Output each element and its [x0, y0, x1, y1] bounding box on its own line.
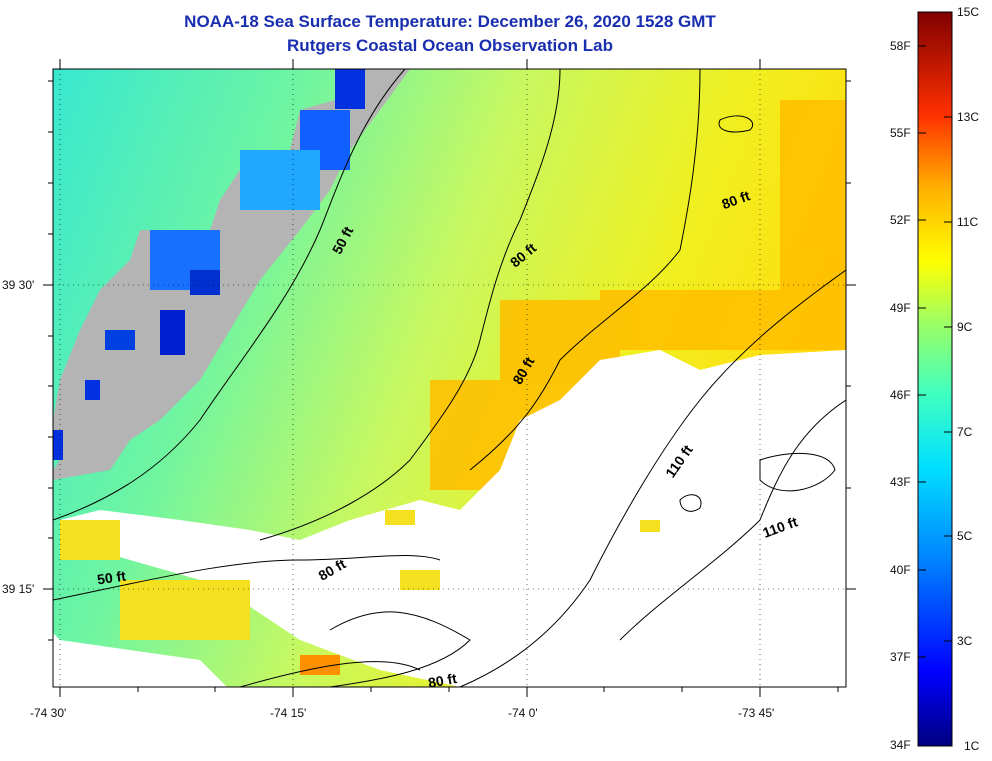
colorbar-f-label: 52F [890, 213, 911, 227]
colorbar-f-label: 49F [890, 301, 911, 315]
lon-tick-label: -73 45' [738, 706, 775, 720]
colorbar-c-label: 1C [964, 739, 980, 753]
colorbar-f-label: 34F [890, 738, 911, 752]
axis-ticks [43, 59, 856, 697]
lat-tick-label: 39 30' [2, 278, 35, 292]
lon-tick-label: -74 30' [30, 706, 67, 720]
colorbar-f-label: 58F [890, 39, 911, 53]
scattered-pixels [60, 510, 660, 640]
cold-coastal-water [53, 69, 365, 460]
colorbar-f-label: 40F [890, 563, 911, 577]
land [53, 69, 410, 480]
colorbar-f-label: 46F [890, 388, 911, 402]
map-title: NOAA-18 Sea Surface Temperature: Decembe… [184, 12, 716, 31]
colorbar-f-label: 43F [890, 475, 911, 489]
colorbar-c-label: 15C [957, 5, 980, 19]
colorbar-f-label: 55F [890, 126, 911, 140]
colorbar-c-label: 3C [957, 634, 973, 648]
lon-tick-label: -74 0' [508, 706, 538, 720]
map-subtitle: Rutgers Coastal Ocean Observation Lab [287, 36, 613, 55]
map-area [53, 69, 846, 687]
colorbar-ticks [918, 45, 952, 658]
lon-tick-label: -74 15' [270, 706, 307, 720]
colorbar-f-label: 37F [890, 650, 911, 664]
graticule [53, 69, 846, 687]
colorbar-c-label: 13C [957, 110, 980, 124]
colorbar [917, 11, 953, 747]
colorbar-c-label: 5C [957, 529, 973, 543]
colorbar-c-label: 7C [957, 425, 973, 439]
lat-tick-label: 39 15' [2, 582, 35, 596]
contour-label: 80 ft [427, 670, 458, 691]
contour-label: 50 ft [96, 568, 127, 588]
colorbar-c-label: 9C [957, 320, 973, 334]
nodata-region [60, 350, 846, 687]
bathymetry-contours [53, 69, 846, 687]
colorbar-c-label: 11C [957, 215, 979, 229]
